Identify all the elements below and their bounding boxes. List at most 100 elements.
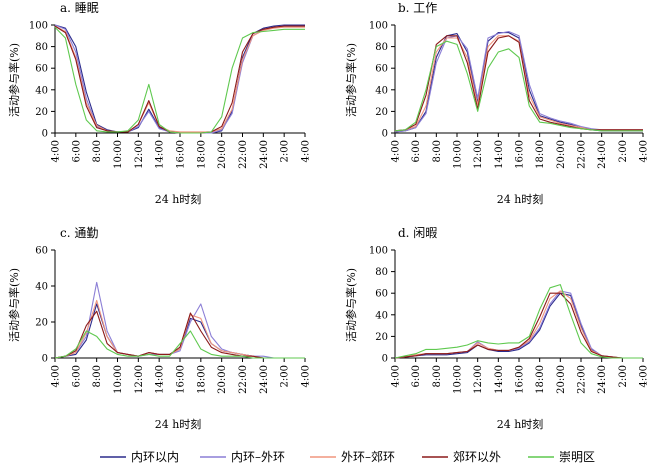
legend-item: 内环–外环: [200, 450, 285, 464]
y-tick-label: 40: [375, 310, 388, 321]
x-tick-label: 8:00: [432, 365, 443, 387]
y-tick-label: 60: [375, 289, 388, 300]
legend-label: 外环–郊环: [341, 450, 395, 464]
x-tick-label: 10:00: [453, 365, 464, 394]
series-line-5: [394, 40, 643, 132]
x-tick-label: 8:00: [92, 140, 103, 162]
x-tick-label: 20:00: [217, 365, 228, 394]
y-tick-label: 20: [375, 332, 388, 343]
x-tick-label: 14:00: [155, 365, 166, 394]
x-tick-label: 18:00: [535, 365, 546, 394]
x-tick-label: 24:00: [597, 140, 608, 169]
y-tick-label: 0: [382, 354, 388, 365]
x-tick-label: 4:00: [391, 140, 402, 162]
x-tick-label: 2:00: [618, 365, 629, 387]
series-line-4: [394, 292, 643, 359]
x-tick-label: 4:00: [391, 365, 402, 387]
x-tick-label: 24:00: [259, 365, 270, 394]
x-tick-label: 16:00: [515, 140, 526, 169]
y-ticks: 0 20 40 60 80 100: [29, 21, 55, 140]
series-lines: [54, 281, 305, 359]
x-tick-label: 2:00: [618, 140, 629, 162]
panel-leisure: d. 闲暇 活动参与率(%) 24 h时刻 0 20 40 60 80 100 4:00 6…: [344, 226, 650, 431]
x-tick-label: 16:00: [176, 365, 187, 394]
x-tick-label: 22:00: [238, 365, 249, 394]
x-axis-title: 24 h时刻: [155, 417, 202, 431]
x-tick-label: 4:00: [51, 365, 62, 387]
panel-title: d. 闲暇: [398, 226, 437, 240]
x-tick-label: 18:00: [196, 140, 207, 169]
x-tick-label: 4:00: [301, 140, 312, 162]
x-tick-label: 4:00: [51, 140, 62, 162]
y-axis-title: 活动参与率(%): [7, 43, 21, 117]
x-tick-label: 12:00: [473, 140, 484, 169]
x-tick-label: 6:00: [71, 365, 82, 387]
legend-item: 内环以内: [100, 450, 179, 464]
series-line-5: [54, 330, 305, 359]
y-tick-label: 40: [375, 85, 388, 96]
x-tick-label: 14:00: [155, 140, 166, 169]
x-tick-label: 4:00: [639, 140, 650, 162]
x-tick-label: 24:00: [259, 140, 270, 169]
x-tick-label: 6:00: [71, 140, 82, 162]
x-tick-label: 10:00: [113, 365, 124, 394]
y-tick-label: 60: [35, 64, 48, 75]
x-tick-label: 14:00: [494, 140, 505, 169]
y-axis-title: 活动参与率(%): [7, 268, 21, 342]
series-line-3: [54, 299, 305, 359]
x-tick-label: 16:00: [515, 365, 526, 394]
y-tick-label: 100: [369, 21, 388, 32]
x-tick-label: 12:00: [473, 365, 484, 394]
panel-work: b. 工作 活动参与率(%) 24 h时刻 0 20 40 60 80 100 4:00 6…: [344, 1, 650, 206]
y-tick-label: 0: [42, 129, 48, 140]
x-tick-label: 10:00: [113, 140, 124, 169]
x-tick-label: 14:00: [494, 365, 505, 394]
y-tick-label: 20: [35, 318, 48, 329]
x-tick-label: 22:00: [238, 140, 249, 169]
series-line-2: [394, 290, 643, 359]
y-axis-title: 活动参与率(%): [344, 268, 358, 342]
x-tick-label: 16:00: [176, 140, 187, 169]
y-tick-label: 40: [35, 85, 48, 96]
series-line-2: [394, 30, 643, 133]
x-tick-label: 6:00: [411, 365, 422, 387]
series-lines: [394, 284, 643, 359]
series-lines: [394, 30, 643, 133]
x-tick-label: 4:00: [301, 365, 312, 387]
series-line-5: [54, 26, 305, 134]
y-tick-label: 0: [42, 354, 48, 365]
legend-item: 郊环以外: [422, 450, 501, 464]
legend-label: 内环以内: [131, 450, 179, 464]
x-axis-title: 24 h时刻: [155, 192, 202, 206]
legend: 内环以内 内环–外环 外环–郊环 郊环以外 崇明区: [100, 450, 595, 464]
series-line-4: [394, 35, 643, 132]
x-tick-label: 8:00: [92, 365, 103, 387]
x-ticks: 4:00 6:00 8:00 10:00 12:00 14:00 16:00 18:00 20:…: [51, 358, 312, 394]
y-axis-title: 活动参与率(%): [344, 43, 358, 117]
x-tick-label: 20:00: [556, 140, 567, 169]
x-tick-label: 6:00: [411, 140, 422, 162]
y-tick-label: 60: [375, 64, 388, 75]
series-line-3: [54, 25, 305, 133]
y-tick-label: 60: [35, 246, 48, 257]
y-tick-label: 80: [375, 42, 388, 53]
panel-title: a. 睡眠: [60, 1, 99, 15]
x-tick-label: 12:00: [134, 365, 145, 394]
panel-commute: c. 通勤 活动参与率(%) 24 h时刻 0 20 40 60 4:00 6:00 8:…: [7, 226, 312, 431]
legend-label: 郊环以外: [453, 450, 501, 464]
x-tick-label: 10:00: [453, 140, 464, 169]
y-tick-label: 40: [35, 282, 48, 293]
x-tick-label: 18:00: [196, 365, 207, 394]
x-tick-label: 8:00: [432, 140, 443, 162]
x-ticks: 4:00 6:00 8:00 10:00 12:00 14:00 16:00 18:00 20:…: [391, 133, 650, 169]
panel-title: c. 通勤: [60, 226, 98, 240]
y-ticks: 0 20 40 60 80 100: [369, 246, 395, 365]
x-ticks: 4:00 6:00 8:00 10:00 12:00 14:00 16:00 18:00 20:…: [51, 133, 312, 169]
x-tick-label: 22:00: [577, 365, 588, 394]
y-tick-label: 80: [35, 42, 48, 53]
x-tick-label: 2:00: [280, 140, 291, 162]
y-ticks: 0 20 40 60: [35, 246, 55, 365]
x-tick-label: 20:00: [556, 365, 567, 394]
panel-title: b. 工作: [398, 1, 437, 15]
